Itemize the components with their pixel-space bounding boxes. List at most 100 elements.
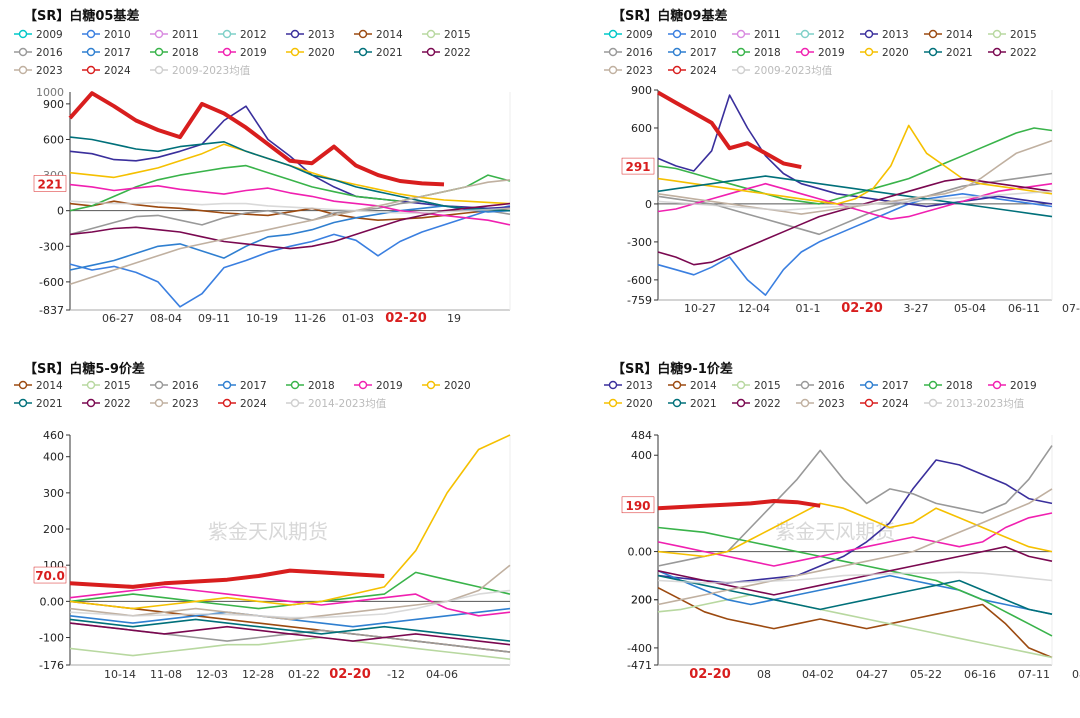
- x-tick-label: 12-28: [242, 668, 274, 681]
- legend-label: 2015: [444, 29, 471, 41]
- legend-label: 2018: [754, 47, 781, 59]
- y-tick-label: 484: [631, 429, 652, 442]
- series-line-2019: [657, 512, 1053, 567]
- legend-label: 2023: [818, 398, 845, 410]
- x-tick-label: 09-11: [198, 312, 230, 325]
- legend-marker: [426, 47, 436, 57]
- legend-label: 2019: [240, 47, 267, 59]
- legend-marker: [992, 47, 1002, 57]
- chart-title: 【SR】白糖09基差: [612, 8, 727, 24]
- chart-panel: 【SR】白糖05基差 2009 2010 2011 2012 2013 2014 2015 20…: [14, 8, 511, 326]
- series-line-2015: [69, 636, 511, 660]
- legend-marker: [222, 47, 232, 57]
- legend-label: 2016: [172, 380, 199, 392]
- legend-marker: [672, 380, 682, 390]
- legend-label: 2011: [172, 29, 199, 41]
- y-tick-label: 0: [57, 205, 64, 218]
- x-tick-label: 11-26: [294, 312, 326, 325]
- legend-label: 2023: [626, 65, 653, 77]
- legend-marker: [290, 398, 300, 408]
- legend-marker: [358, 47, 368, 57]
- legend-marker: [426, 380, 436, 390]
- legend-marker: [290, 47, 300, 57]
- legend-label: 2019: [376, 380, 403, 392]
- series-line-2022: [657, 177, 1053, 266]
- chart-title: 【SR】白糖05基差: [24, 8, 139, 24]
- current-value-badge: [33, 175, 67, 192]
- y-tick-label: 400: [631, 449, 652, 462]
- legend-marker: [672, 398, 682, 408]
- legend-label: 2018: [172, 47, 199, 59]
- legend-label: 2015: [1010, 29, 1037, 41]
- legend-marker: [736, 398, 746, 408]
- series-line-2017: [657, 570, 1053, 615]
- y-tick-label: -600: [627, 274, 652, 287]
- current-value-badge: [621, 496, 655, 514]
- legend-label: 2009: [626, 29, 653, 41]
- legend-marker: [672, 65, 682, 75]
- legend-marker: [992, 380, 1002, 390]
- y-tick-label: 200: [631, 594, 652, 607]
- legend-marker: [222, 380, 232, 390]
- legend-marker: [736, 380, 746, 390]
- x-tick-label: 08: [757, 668, 771, 681]
- legend-label: 2018: [308, 380, 335, 392]
- y-tick-label: -837: [39, 304, 64, 317]
- legend-marker: [608, 398, 618, 408]
- legend-label: 2016: [626, 47, 653, 59]
- legend-label: 2017: [882, 380, 909, 392]
- series-line-2017: [69, 205, 511, 271]
- x-tick-label: 04-02: [802, 668, 834, 681]
- legend-label: 2011: [754, 29, 781, 41]
- watermark: 紫金天风期货: [775, 520, 895, 544]
- legend-label: 2009: [36, 29, 63, 41]
- series-line-2010: [657, 193, 1053, 296]
- legend-label: 2013-2023均值: [946, 397, 1025, 410]
- chart-panel: 【SR】白糖09基差 2009 2010 2011 2012 2013 2014 2015 20…: [604, 8, 1080, 316]
- y-tick-label: 0.00: [628, 546, 653, 559]
- series-line-2014: [657, 586, 1053, 659]
- series-line-2023: [69, 564, 511, 621]
- legend-marker: [86, 29, 96, 39]
- y-tick-label: 600: [631, 122, 652, 135]
- legend-marker: [426, 29, 436, 39]
- legend-label: 2017: [240, 380, 267, 392]
- series-line-2024: [657, 499, 821, 511]
- chart-title: 【SR】白糖9-1价差: [612, 361, 733, 377]
- y-tick-label: -176: [39, 659, 64, 672]
- y-tick-label: 300: [43, 487, 64, 500]
- legend-label: 2024: [104, 65, 131, 77]
- series-line-2015: [657, 594, 1053, 659]
- series-line-2023: [657, 139, 1053, 215]
- legend-label: 2018: [946, 380, 973, 392]
- legend-marker: [608, 47, 618, 57]
- series-line-2010: [69, 205, 511, 308]
- legend-label: 2013: [626, 380, 653, 392]
- legend-marker: [736, 65, 746, 75]
- current-value-label: 190: [625, 499, 650, 513]
- chart-panel: 【SR】白糖9-1价差 2013 2014 2015 2016 2017 2018 2019 2…: [604, 361, 1080, 682]
- series-line-2022: [69, 622, 511, 646]
- legend-marker: [864, 47, 874, 57]
- legend-marker: [358, 29, 368, 39]
- watermark: 紫金天风期货: [208, 520, 328, 544]
- chart-title: 【SR】白糖5-9价差: [24, 361, 145, 377]
- legend-label: 2020: [882, 47, 909, 59]
- legend-marker: [992, 29, 1002, 39]
- x-tick-label: 01-1: [796, 302, 821, 315]
- x-tick-label: 01-22: [288, 668, 320, 681]
- legend-label: 2012: [240, 29, 267, 41]
- legend-label: 2023: [172, 398, 199, 410]
- legend-label: 2017: [690, 47, 717, 59]
- x-tick-label: 07-19: [1062, 302, 1080, 315]
- y-tick-label: 0: [645, 198, 652, 211]
- series-line-2016: [657, 172, 1053, 236]
- x-tick-label: 04-06: [426, 668, 458, 681]
- x-tick-label-current: 02-20: [385, 311, 427, 326]
- series-line-2024: [69, 568, 385, 589]
- legend-marker: [18, 380, 28, 390]
- current-value-label: 70.0: [35, 569, 65, 583]
- legend-marker: [290, 29, 300, 39]
- series-line-2021: [657, 574, 1053, 615]
